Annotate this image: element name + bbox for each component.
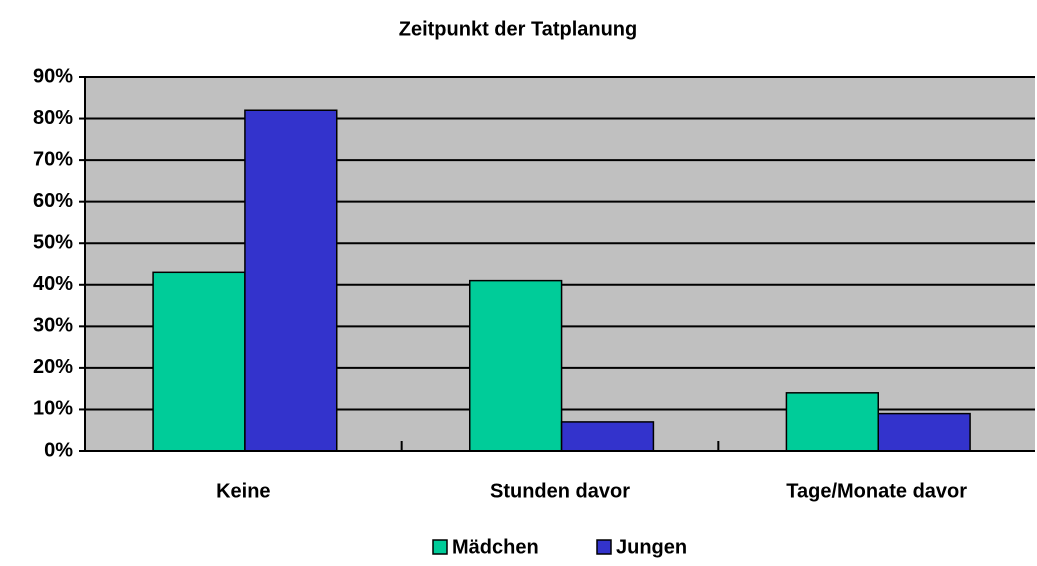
y-tick-label: 60% bbox=[33, 190, 73, 212]
y-tick-label: 40% bbox=[33, 273, 73, 295]
chart-title: Zeitpunkt der Tatplanung bbox=[399, 18, 638, 40]
y-tick-label: 0% bbox=[44, 439, 73, 461]
y-tick-label: 70% bbox=[33, 148, 73, 170]
bar bbox=[785, 392, 880, 452]
bar bbox=[152, 271, 246, 452]
y-tick-label: 80% bbox=[33, 107, 73, 129]
legend-swatch bbox=[596, 539, 612, 555]
legend-label: Jungen bbox=[616, 536, 687, 558]
bar bbox=[244, 109, 338, 452]
x-tick-label: Stunden davor bbox=[490, 480, 630, 502]
legend-swatch bbox=[432, 539, 448, 555]
bar bbox=[877, 412, 971, 452]
y-tick-label: 30% bbox=[33, 315, 73, 337]
legend-label: Mädchen bbox=[452, 536, 539, 558]
y-tick-label: 10% bbox=[33, 398, 73, 420]
x-tick-label: Keine bbox=[216, 480, 270, 502]
y-tick-label: 50% bbox=[33, 232, 73, 254]
bar bbox=[560, 421, 655, 452]
y-tick-label: 20% bbox=[33, 356, 73, 378]
x-tick-label: Tage/Monate davor bbox=[786, 480, 967, 502]
bar bbox=[469, 279, 563, 452]
y-tick-label: 90% bbox=[33, 65, 73, 87]
